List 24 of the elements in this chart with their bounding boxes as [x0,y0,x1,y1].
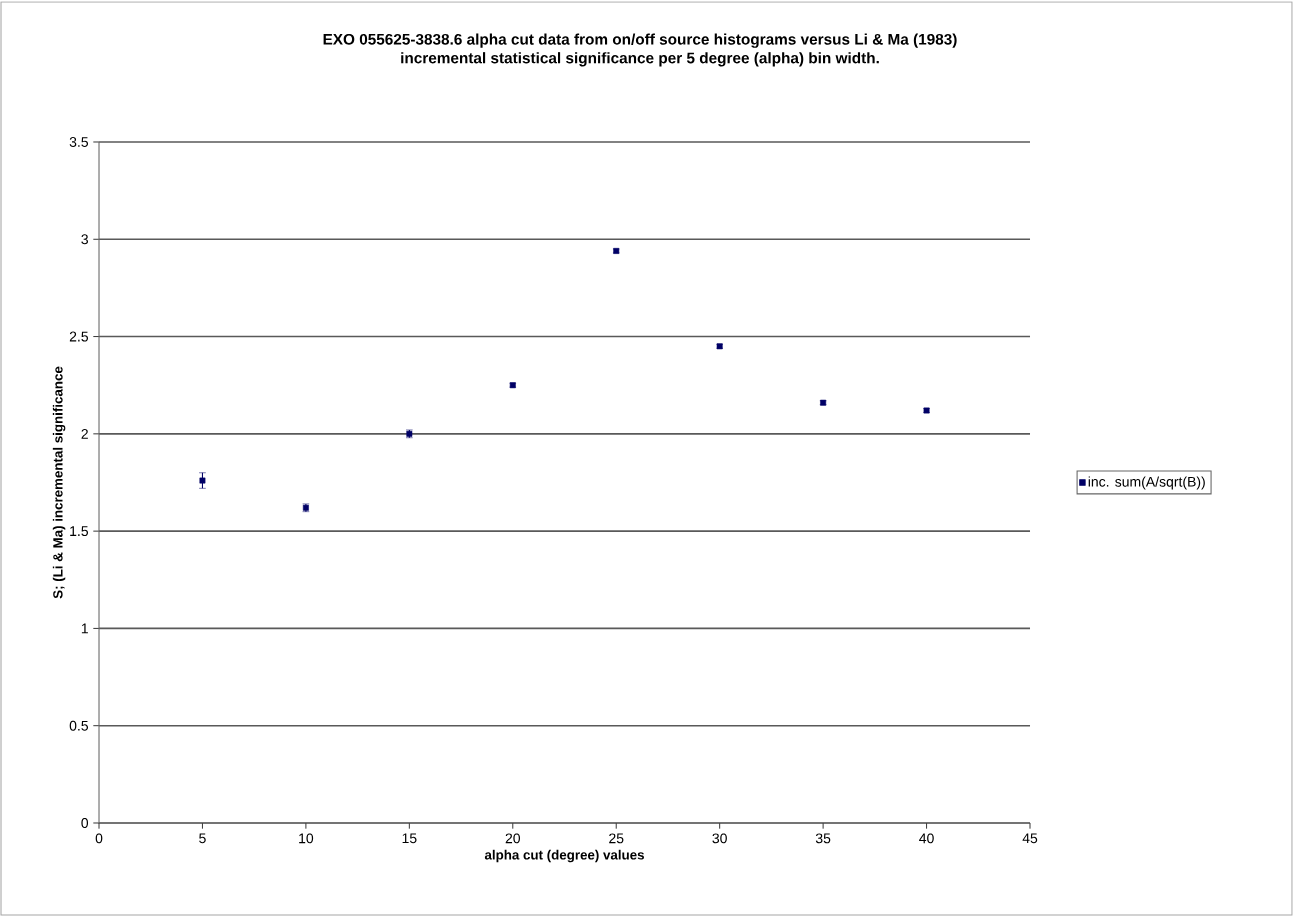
y-tick-label: 3.5 [69,137,89,147]
x-tick-label: 45 [1022,833,1038,844]
y-tick-label: 0 [81,818,89,828]
x-axis-title: alpha cut (degree) values [484,849,644,863]
y-tick-label: 0.5 [69,720,89,731]
chart-subtitle: incremental statistical significance per 5 degree (alpha) bin width. [401,52,879,67]
y-axis-title: S; (Li & Ma) incremental significance [52,366,66,599]
x-tick-label: 10 [299,833,314,844]
x-tick-label: 5 [199,833,206,844]
y-tick-label: 3 [81,234,88,245]
y-tick-label: 1.5 [70,526,89,537]
legend-label: inc. sum(A/sqrt(B)) [1088,476,1205,490]
point [199,477,206,484]
x-tick-label: 40 [919,833,934,844]
x-tick-label: 0 [95,833,103,844]
x-tick-label: 20 [505,833,521,844]
x-tick-label: 35 [815,833,831,844]
y-tick-label: 1 [81,623,88,634]
x-tick-label: 15 [402,833,417,844]
chart-title: EXO 055625-3838.6 alpha cut data from on/off source histograms versus Li & Ma (1983) [323,33,957,48]
x-tick-label: 30 [712,833,727,844]
y-tick-label: 2.5 [69,331,89,342]
x-tick-label: 25 [609,833,624,844]
y-tick-label: 2 [81,428,88,439]
